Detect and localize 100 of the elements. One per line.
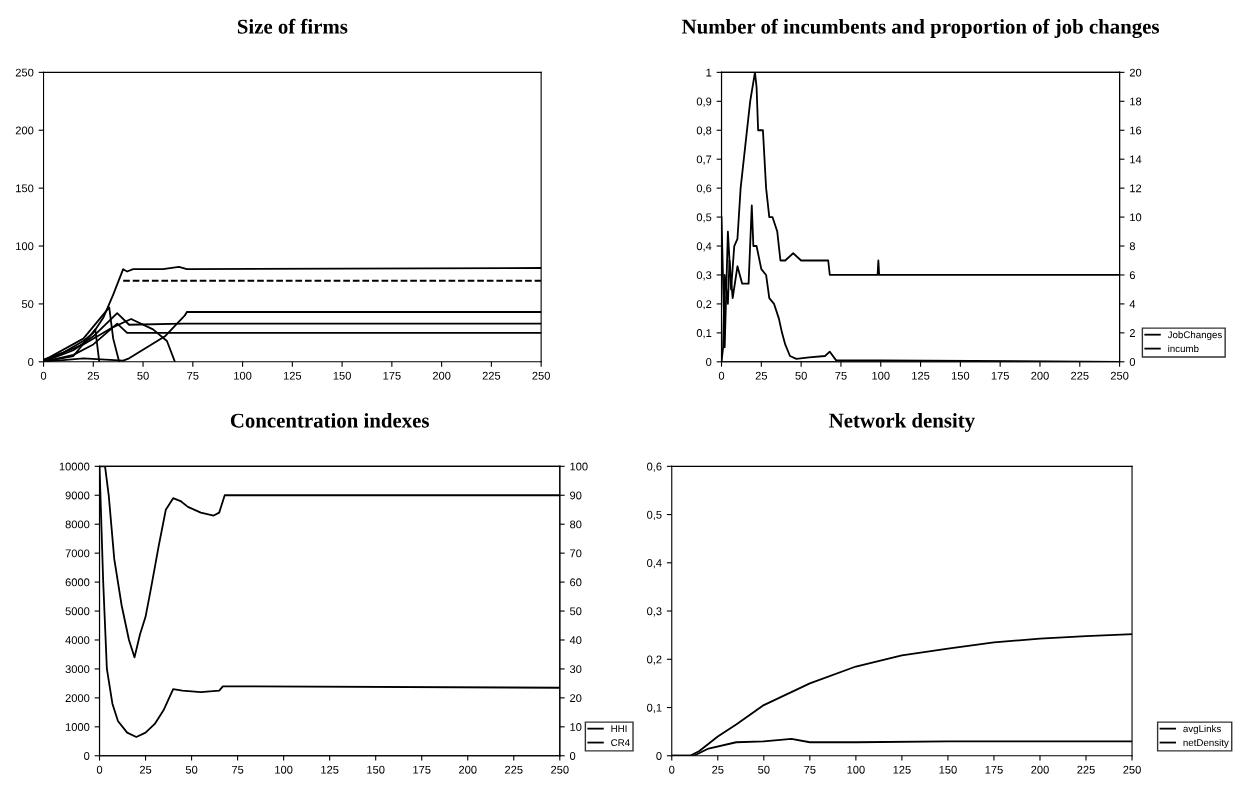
x-tick-label: 225 [1077, 765, 1095, 774]
y2-tick-label: 70 [570, 549, 582, 558]
x-tick-label: 0 [669, 765, 675, 774]
x-tick-label: 125 [893, 765, 911, 774]
y-tick-label: 0,2 [696, 300, 712, 310]
x-tick-label: 175 [991, 371, 1009, 380]
x-tick-label: 250 [551, 765, 569, 774]
y-tick-label: 0,2 [647, 655, 662, 665]
x-tick-label: 100 [275, 765, 293, 774]
y-tick-label: 5000 [65, 607, 90, 616]
y-tick-label: 1 [706, 68, 712, 77]
x-tick-label: 50 [795, 371, 807, 380]
x-tick-label: 150 [951, 371, 970, 380]
x-tick-label: 225 [1071, 371, 1089, 380]
y-tick-label: 0,6 [647, 462, 662, 472]
y2-tick-label: 10 [570, 723, 582, 731]
x-tick-label: 100 [872, 371, 890, 380]
y2-tick-label: 60 [570, 578, 582, 587]
y-tick-label: 1000 [65, 723, 90, 731]
y-tick-label: 0,5 [647, 510, 662, 521]
x-tick-label: 100 [847, 765, 865, 774]
legend-label: netDensity [1183, 738, 1229, 748]
legend-label: HHI [611, 725, 627, 733]
x-tick-label: 75 [231, 765, 244, 774]
legend-label: avgLinks [1183, 725, 1221, 735]
x-tick-label: 125 [283, 371, 302, 380]
chart-title: Concentration indexes [230, 412, 429, 428]
y2-tick-label: 16 [1130, 126, 1142, 135]
y-tick-label: 7000 [65, 549, 90, 558]
x-tick-label: 150 [333, 371, 351, 380]
x-tick-label: 0 [96, 765, 103, 774]
y-tick-label: 0,3 [647, 607, 662, 617]
y-tick-label: 0 [28, 358, 34, 366]
legend-label: incumb [1168, 344, 1199, 353]
x-tick-label: 250 [532, 371, 550, 380]
x-tick-label: 25 [139, 765, 152, 774]
y2-tick-label: 100 [570, 462, 588, 471]
y2-tick-label: 80 [570, 520, 582, 529]
y2-tick-label: 30 [569, 665, 582, 674]
x-tick-label: 225 [482, 371, 501, 380]
y-tick-label: 6000 [65, 578, 90, 587]
y-tick-label: 200 [15, 126, 34, 135]
x-tick-label: 50 [758, 765, 770, 774]
x-tick-label: 200 [1031, 765, 1049, 774]
y-tick-label: 4000 [65, 636, 90, 645]
x-tick-label: 75 [835, 371, 847, 380]
x-tick-label: 50 [185, 765, 198, 774]
y-tick-label: 0,6 [696, 184, 712, 194]
y2-tick-label: 40 [569, 636, 582, 645]
x-tick-label: 0 [718, 371, 725, 380]
y-tick-label: 0 [656, 752, 662, 760]
y-tick-label: 150 [16, 184, 34, 193]
y2-tick-label: 20 [1129, 68, 1142, 77]
y2-tick-label: 10 [1130, 213, 1142, 222]
y-tick-label: 0,5 [696, 213, 712, 223]
y2-tick-label: 18 [1130, 97, 1142, 106]
legend-label: JobChanges [1167, 331, 1222, 341]
x-tick-label: 125 [321, 765, 339, 774]
x-tick-label: 250 [1123, 765, 1141, 774]
x-tick-label: 200 [1031, 371, 1049, 380]
y-tick-label: 0,9 [696, 97, 712, 107]
y-tick-label: 0,3 [696, 271, 712, 281]
y2-tick-label: 8 [1129, 242, 1136, 251]
x-tick-label: 125 [912, 371, 930, 380]
y-tick-label: 0 [84, 752, 90, 760]
y-tick-label: 0 [706, 358, 712, 366]
y-tick-label: 0,1 [696, 329, 712, 339]
y2-tick-label: 20 [570, 694, 582, 703]
y2-tick-label: 0 [569, 752, 576, 760]
x-tick-label: 175 [383, 371, 401, 380]
x-tick-label: 75 [187, 371, 199, 380]
y2-tick-label: 2 [1129, 329, 1135, 337]
y-tick-label: 250 [15, 68, 34, 77]
chart-title: Network density [829, 412, 975, 432]
x-tick-label: 75 [804, 765, 816, 774]
y-tick-label: 0,7 [696, 155, 712, 165]
y-tick-label: 0,8 [696, 126, 712, 136]
legend-label: CR4 [611, 739, 630, 747]
x-tick-label: 250 [1110, 371, 1129, 380]
y-tick-label: 0,4 [696, 242, 712, 252]
chart-title: Number of incumbents and proportion of job changes [682, 18, 1159, 39]
y-tick-label: 10000 [59, 462, 90, 471]
x-tick-label: 175 [985, 765, 1003, 774]
y-tick-label: 9000 [65, 491, 90, 500]
y2-tick-label: 50 [569, 607, 582, 616]
y-tick-label: 2000 [65, 694, 90, 703]
x-tick-label: 150 [939, 765, 957, 774]
chart-title: Size of firms [237, 18, 348, 34]
x-tick-label: 100 [234, 371, 252, 380]
x-tick-label: 225 [505, 765, 523, 774]
y-tick-label: 8000 [65, 520, 90, 529]
x-tick-label: 25 [755, 371, 768, 380]
x-tick-label: 175 [413, 765, 431, 774]
y-tick-label: 0,1 [647, 703, 662, 713]
y2-tick-label: 0 [1129, 358, 1136, 366]
x-tick-label: 25 [87, 371, 100, 380]
y2-tick-label: 90 [570, 491, 582, 500]
x-tick-label: 0 [40, 371, 47, 380]
x-tick-label: 50 [137, 371, 149, 380]
x-tick-label: 200 [432, 371, 451, 380]
